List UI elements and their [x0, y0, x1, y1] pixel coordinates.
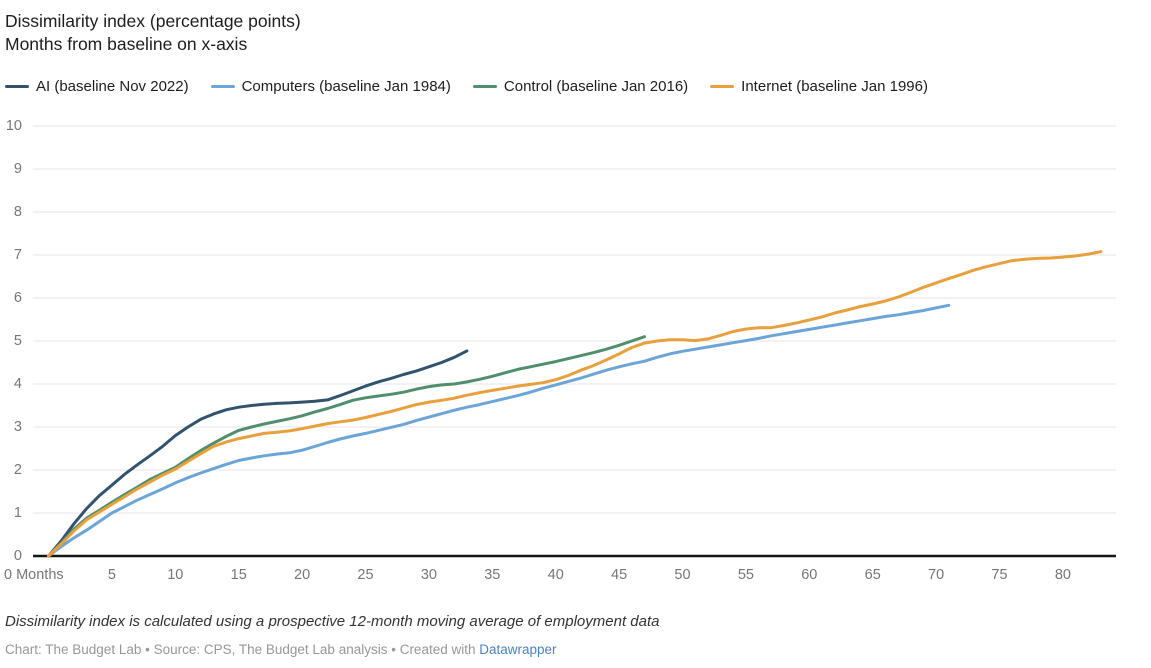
x-tick-label-50: 50 [674, 567, 690, 583]
legend-swatch-computers [210, 84, 235, 89]
chart-subtitle: Months from baseline on x-axis [5, 34, 248, 54]
y-tick-label-4: 4 [14, 376, 22, 392]
legend-swatch-internet [710, 84, 735, 89]
credit-text: Chart: The Budget Lab • Source: CPS, The… [5, 642, 480, 657]
x-tick-label-15: 15 [231, 567, 247, 583]
series-line-computers [47, 303, 951, 558]
legend-label-control: Control (baseline Jan 2016) [503, 78, 689, 95]
x-tick-label-65: 65 [865, 567, 881, 583]
legend-item-ai: AI (baseline Nov 2022) [5, 78, 189, 95]
y-tick-label-6: 6 [14, 290, 22, 306]
x-tick-label-75: 75 [991, 567, 1007, 583]
x-tick-label-70: 70 [928, 567, 944, 583]
x-tick-label-45: 45 [611, 567, 627, 583]
legend-item-control: Control (baseline Jan 2016) [472, 78, 689, 95]
x-tick-label-10: 10 [167, 567, 183, 583]
legend-item-computers: Computers (baseline Jan 1984) [210, 78, 451, 95]
legend-label-computers: Computers (baseline Jan 1984) [241, 78, 451, 95]
y-tick-label-5: 5 [14, 333, 22, 349]
x-tick-label-60: 60 [801, 567, 817, 583]
x-tick-label-30: 30 [421, 567, 437, 583]
legend-label-ai: AI (baseline Nov 2022) [36, 78, 189, 95]
legend-item-internet: Internet (baseline Jan 1996) [710, 78, 928, 95]
x-tick-label-80: 80 [1055, 567, 1071, 583]
series-line-control [47, 335, 646, 558]
series-line-internet [47, 250, 1103, 558]
y-tick-label-0: 0 [14, 548, 22, 564]
x-tick-label-20: 20 [294, 567, 310, 583]
y-tick-label-8: 8 [14, 204, 22, 220]
series-line-ai [47, 349, 469, 558]
chart-header: Dissimilarity index (percentage points) … [5, 10, 301, 56]
y-tick-label-7: 7 [14, 247, 22, 263]
legend: AI (baseline Nov 2022) Computers (baseli… [5, 78, 928, 95]
x-tick-label-40: 40 [548, 567, 564, 583]
y-tick-label-1: 1 [14, 505, 22, 521]
x-tick-label-55: 55 [738, 567, 754, 583]
x-tick-label-35: 35 [484, 567, 500, 583]
x-tick-label-5: 5 [108, 567, 116, 583]
y-tick-label-2: 2 [14, 462, 22, 478]
y-tick-label-3: 3 [14, 419, 22, 435]
y-tick-label-10: 10 [6, 118, 22, 134]
legend-label-internet: Internet (baseline Jan 1996) [741, 78, 928, 95]
datawrapper-link[interactable]: Datawrapper [479, 642, 557, 657]
chart-title: Dissimilarity index (percentage points) [5, 11, 301, 31]
x-tick-label-25: 25 [357, 567, 373, 583]
legend-swatch-control [472, 84, 497, 89]
y-tick-label-9: 9 [14, 161, 22, 177]
x-tick-label-0: 0 Months [4, 567, 64, 583]
chart-note: Dissimilarity index is calculated using … [5, 613, 660, 630]
chart-credit: Chart: The Budget Lab • Source: CPS, The… [5, 642, 557, 657]
legend-swatch-ai [5, 84, 29, 89]
